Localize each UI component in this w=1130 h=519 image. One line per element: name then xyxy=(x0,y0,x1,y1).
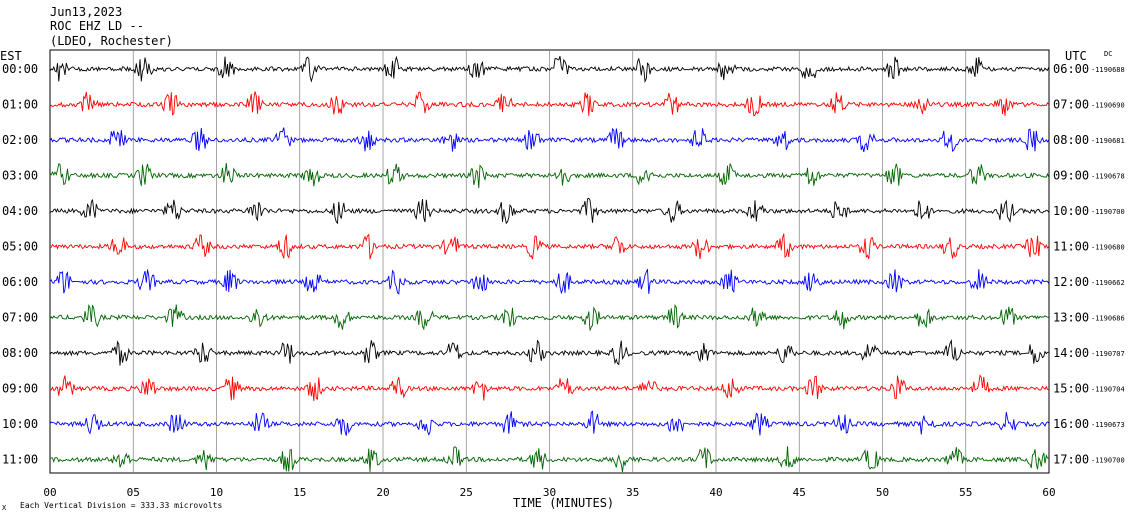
row-label-utc: 06:00 xyxy=(1053,62,1089,76)
row-label-est: 09:00 xyxy=(2,382,38,396)
row-label-est: 07:00 xyxy=(2,311,38,325)
x-tick-label: 45 xyxy=(793,486,806,499)
row-label-utc: 11:00 xyxy=(1053,240,1089,254)
grid-lines xyxy=(132,50,967,473)
header-channel: ROC EHZ LD -- xyxy=(50,19,144,33)
x-tick-label: 30 xyxy=(543,486,556,499)
row-label-utc: 10:00 xyxy=(1053,204,1089,218)
x-tick-label: 05 xyxy=(127,486,140,499)
x-axis-label: TIME (MINUTES) xyxy=(513,496,614,510)
row-label-est: 03:00 xyxy=(2,169,38,183)
x-tick-labels-group: 00 05 10 15 20 25 30 35 40 45 50 55 60 xyxy=(43,486,1055,499)
row-label-est: 04:00 xyxy=(2,204,38,218)
x-tick-label: 00 xyxy=(43,486,56,499)
row-dc-value: -1190707 xyxy=(1091,350,1125,358)
trace-row-09:00 xyxy=(49,374,1049,401)
trace-row-06:00 xyxy=(49,269,1050,295)
row-dc-value: -1190704 xyxy=(1091,386,1125,394)
trace-row-01:00 xyxy=(49,91,1050,117)
header-date: Jun13,2023 xyxy=(50,5,122,19)
row-dc-value: -1190681 xyxy=(1091,137,1125,145)
traces-group xyxy=(49,55,1050,473)
trace-row-04:00 xyxy=(49,197,1050,225)
row-label-utc: 13:00 xyxy=(1053,311,1089,325)
row-label-utc: 15:00 xyxy=(1053,382,1089,396)
x-tick-label: 15 xyxy=(293,486,306,499)
trace-row-03:00 xyxy=(49,162,1050,189)
row-label-est: 05:00 xyxy=(2,240,38,254)
x-tick-label: 20 xyxy=(376,486,389,499)
row-label-est: 10:00 xyxy=(2,417,38,431)
header-network: (LDEO, Rochester) xyxy=(50,34,173,48)
row-dc-value: -1190700 xyxy=(1091,208,1125,216)
row-label-est: 00:00 xyxy=(2,62,38,76)
row-dc-value: -1190678 xyxy=(1091,173,1125,181)
row-dc-value: -1190700 xyxy=(1091,457,1125,465)
row-label-est: 06:00 xyxy=(2,275,38,289)
row-label-utc: 12:00 xyxy=(1053,275,1089,289)
row-dc-value: -1190688 xyxy=(1091,66,1125,74)
left-timezone-label: EST xyxy=(0,49,22,63)
trace-row-05:00 xyxy=(49,233,1050,260)
x-tick-label: 60 xyxy=(1042,486,1055,499)
row-label-utc: 08:00 xyxy=(1053,133,1089,147)
trace-row-00:00 xyxy=(49,55,1050,84)
x-tick-label: 40 xyxy=(709,486,722,499)
x-tick-label: 25 xyxy=(460,486,473,499)
trace-row-02:00 xyxy=(49,127,1050,153)
row-label-est: 08:00 xyxy=(2,346,38,360)
dc-label: DC xyxy=(1104,50,1112,58)
row-dc-value: -1190690 xyxy=(1091,102,1125,110)
trace-row-10:00 xyxy=(49,410,1050,436)
right-timezone-label: UTC xyxy=(1065,49,1087,63)
footer-note: Each Vertical Division = 333.33 microvol… xyxy=(20,501,222,510)
row-dc-value: -1190680 xyxy=(1091,244,1125,252)
row-label-utc: 16:00 xyxy=(1053,417,1089,431)
x-tick-label: 50 xyxy=(876,486,889,499)
station-logo-mark: X xyxy=(2,504,7,512)
row-label-utc: 14:00 xyxy=(1053,346,1089,360)
row-dc-value: -1190673 xyxy=(1091,421,1125,429)
trace-row-11:00 xyxy=(49,446,1049,473)
x-tick-label: 35 xyxy=(626,486,639,499)
row-label-est: 01:00 xyxy=(2,98,38,112)
trace-row-08:00 xyxy=(49,338,1049,366)
row-dc-value: -1190662 xyxy=(1091,279,1125,287)
row-label-est: 11:00 xyxy=(2,453,38,467)
trace-row-07:00 xyxy=(49,304,1049,331)
row-label-est: 02:00 xyxy=(2,133,38,147)
x-tick-label: 55 xyxy=(959,486,972,499)
row-label-utc: 07:00 xyxy=(1053,98,1089,112)
x-tick-label: 10 xyxy=(210,486,223,499)
row-label-utc: 09:00 xyxy=(1053,169,1089,183)
row-label-utc: 17:00 xyxy=(1053,453,1089,467)
row-dc-value: -1190686 xyxy=(1091,315,1125,323)
